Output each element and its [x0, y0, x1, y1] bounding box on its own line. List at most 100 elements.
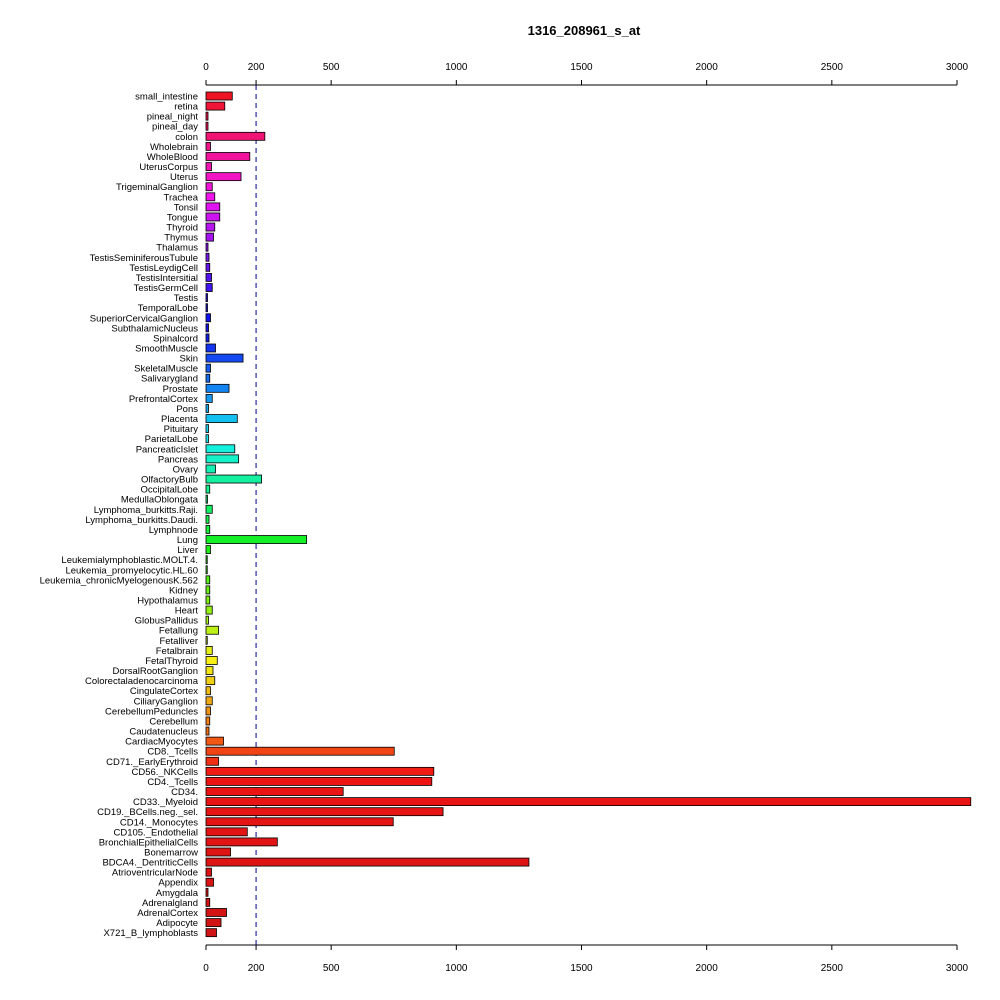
x-tick-label: 1000: [445, 963, 468, 974]
category-label: Leukemialymphoblastic.MOLT.4.: [61, 555, 198, 566]
category-label: Fetalbrain: [156, 646, 198, 657]
bar: [205, 807, 444, 817]
category-label: TestisIntersitial: [136, 273, 198, 284]
bar: [205, 404, 209, 413]
bar: [205, 908, 227, 917]
category-label: Lymphoma_burkitts.Raji.: [94, 505, 198, 516]
bar: [205, 635, 208, 645]
bar: [205, 91, 233, 101]
category-label: Pituitary: [164, 424, 199, 435]
category-label: Bonemarrow: [144, 848, 198, 859]
category-label: AtrioventricularNode: [112, 868, 198, 879]
category-label: CardiacMyocytes: [125, 737, 198, 748]
bar: [205, 313, 211, 323]
bar: [205, 666, 214, 675]
category-label: X721_B_lymphoblasts: [103, 928, 198, 939]
category-label: SkeletalMuscle: [134, 364, 198, 375]
category-label: DorsalRootGanglion: [112, 666, 198, 677]
category-label: Lymphoma_burkitts.Daudi.: [85, 515, 198, 526]
bar: [205, 837, 278, 847]
bar: [205, 504, 213, 514]
category-label: Leukemia_promyelocytic.HL.60: [65, 565, 198, 576]
bar: [205, 887, 209, 897]
category-label: Caudatenucleus: [129, 727, 198, 738]
bar: [205, 555, 208, 565]
category-label: Leukemia_chronicMyelogenousK.562: [40, 575, 198, 586]
bar: [205, 656, 218, 665]
bar: [205, 595, 211, 605]
bar: [205, 898, 211, 907]
bar: [205, 464, 216, 474]
bar: [205, 333, 210, 343]
bar: [205, 545, 211, 554]
category-label: Cerebellum: [149, 716, 198, 727]
category-label: Adipocyte: [156, 918, 198, 929]
category-label: CD71._EarlyErythroid: [106, 757, 198, 768]
bar: [205, 575, 211, 585]
bar: [205, 252, 210, 262]
category-label: Lung: [177, 535, 198, 546]
bar: [205, 283, 213, 292]
bar: [205, 131, 266, 141]
x-tick-label: 500: [323, 62, 340, 73]
bar: [205, 232, 214, 242]
bar: [205, 393, 213, 403]
category-label: Wholebrain: [150, 142, 198, 153]
bar: [205, 525, 211, 534]
category-label: Adrenalgland: [142, 898, 198, 909]
category-label: Testis: [174, 293, 199, 304]
x-tick-label: 2500: [821, 62, 844, 73]
bar: [205, 474, 262, 484]
category-label: Trachea: [164, 192, 199, 203]
bar: [205, 434, 209, 444]
bar: [205, 686, 211, 696]
bar: [205, 696, 213, 706]
category-label: Heart: [175, 606, 199, 617]
category-label: CD8._Tcells: [147, 747, 198, 758]
category-label: Kidney: [169, 585, 198, 596]
category-label: CD14._Monocytes: [120, 817, 198, 828]
bar: [205, 867, 212, 877]
bar: [205, 756, 219, 766]
x-tick-label: 1500: [570, 62, 593, 73]
bar: [205, 242, 209, 252]
bar: [205, 817, 394, 827]
bar: [205, 605, 213, 615]
x-tick-label: 1000: [445, 62, 468, 73]
bar: [205, 202, 221, 212]
x-tick-label: 200: [248, 62, 265, 73]
category-label: pineal_day: [152, 122, 198, 133]
bar: [205, 706, 211, 716]
bar: [205, 111, 209, 121]
bar: [205, 766, 435, 776]
category-label: Uterus: [170, 172, 198, 183]
bar: [205, 293, 208, 303]
category-label: FetalThyroid: [145, 656, 198, 667]
bar: [205, 585, 211, 595]
bar: [205, 494, 208, 504]
category-label: TestisLeydigCell: [129, 263, 198, 274]
bar: [205, 615, 209, 625]
category-label: Tonsil: [174, 202, 198, 213]
category-label: Spinalcord: [153, 333, 198, 344]
category-label: Salivarygland: [141, 374, 198, 385]
bar: [205, 676, 216, 686]
bar: [205, 857, 530, 867]
category-label: SubthalamicNucleus: [111, 323, 198, 334]
x-tick-label: 500: [323, 963, 340, 974]
category-label: CerebellumPeduncles: [105, 706, 198, 717]
bar: [205, 121, 209, 131]
category-label: SmoothMuscle: [135, 344, 198, 355]
category-label: colon: [175, 132, 198, 143]
category-label: CingulateCortex: [130, 686, 198, 697]
category-label: AdrenalCortex: [137, 908, 198, 919]
category-label: Pons: [176, 404, 198, 415]
bar: [205, 222, 216, 232]
bar: [205, 726, 210, 736]
bar: [205, 625, 219, 635]
category-label: Thalamus: [156, 243, 198, 254]
bar: [205, 787, 344, 796]
category-label: Ovary: [173, 464, 199, 475]
